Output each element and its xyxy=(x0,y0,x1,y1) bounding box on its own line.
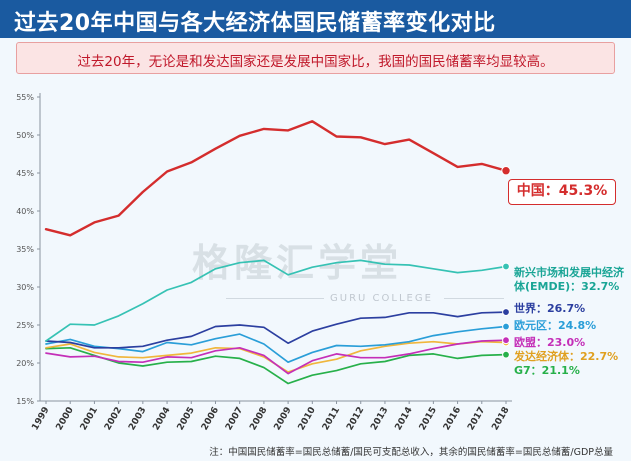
series-endpoint-0 xyxy=(501,166,511,176)
watermark-line-right xyxy=(444,298,504,299)
x-tick-label: 2008 xyxy=(248,406,269,433)
y-tick-label: 35% xyxy=(16,245,34,254)
x-tick-label: 2010 xyxy=(297,406,318,433)
series-line-series-4 xyxy=(45,339,507,375)
page-title: 过去20年中国与各大经济体国民储蓄率变化对比 xyxy=(14,11,496,36)
y-tick-label: 30% xyxy=(16,283,34,292)
title-bar: 过去20年中国与各大经济体国民储蓄率变化对比 xyxy=(0,0,631,38)
x-tick-label: 2001 xyxy=(79,406,100,433)
x-tick-label: 2003 xyxy=(127,406,148,433)
series-line-series-2 xyxy=(45,311,507,349)
series-line-series-5 xyxy=(45,340,507,373)
china-callout: 中国：45.3% xyxy=(508,179,616,205)
x-tick-label: 2017 xyxy=(466,406,487,433)
watermark-line-left xyxy=(226,298,324,299)
x-tick-label: 2014 xyxy=(394,406,415,433)
y-tick-label: 20% xyxy=(16,359,34,368)
world-label: 世界：26.7% xyxy=(514,302,586,315)
y-tick-label: 15% xyxy=(16,397,34,406)
emde-label: 新兴市场和发展中经济体(EMDE)：32.7% xyxy=(514,266,624,293)
watermark-main: 格隆汇学堂 xyxy=(192,241,403,285)
subtitle: 过去20年，无论是和发达国家还是发展中国家比，我国的国民储蓄率均显较高。 xyxy=(77,54,554,70)
g7-label: G7：21.1% xyxy=(514,364,580,377)
series-endpoint-4 xyxy=(502,336,510,345)
x-tick-label: 2018 xyxy=(490,406,511,433)
watermark-sub: GURU COLLEGE xyxy=(330,293,433,304)
advanced-economies-label: 发达经济体：22.7% xyxy=(514,350,619,363)
x-tick-label: 2009 xyxy=(273,406,294,433)
x-tick-label: 2006 xyxy=(200,406,221,433)
axes: 15%20%25%30%35%40%45%50%55%1999 2000 2001 2… xyxy=(16,93,512,432)
y-tick-label: 45% xyxy=(16,169,34,178)
y-tick-label: 50% xyxy=(16,131,34,140)
x-tick-label: 2011 xyxy=(321,406,342,433)
x-tick-label: 2004 xyxy=(151,406,172,433)
series-endpoint-6 xyxy=(502,350,510,359)
series-line-series-1 xyxy=(45,259,507,342)
eu-label: 欧盟：23.0% xyxy=(514,336,586,349)
x-tick-label: 2012 xyxy=(345,406,366,433)
series-layer xyxy=(44,120,511,385)
series-endpoint-1 xyxy=(502,262,510,271)
x-tick-label: 2007 xyxy=(224,406,245,433)
series-line-china xyxy=(44,120,508,237)
series-endpoint-2 xyxy=(502,308,510,316)
series-line-series-6 xyxy=(45,346,507,385)
series-endpoint-3 xyxy=(502,322,510,331)
x-tick-label: 1999 xyxy=(30,406,51,433)
series-line-series-3 xyxy=(45,325,507,364)
y-tick-label: 25% xyxy=(16,321,34,330)
x-tick-label: 2000 xyxy=(55,406,76,433)
x-tick-label: 2013 xyxy=(369,406,390,433)
x-tick-label: 2002 xyxy=(103,406,124,433)
y-tick-label: 55% xyxy=(16,93,34,102)
x-tick-label: 2005 xyxy=(176,406,197,433)
subtitle-box: 过去20年，无论是和发达国家还是发展中国家比，我国的国民储蓄率均显较高。 xyxy=(16,42,615,74)
footnote: 注：中国国民储蓄率=国民总储蓄/国民可支配总收入，其余的国民储蓄率=国民总储蓄/… xyxy=(209,447,613,458)
x-tick-label: 2015 xyxy=(418,406,439,433)
y-tick-label: 40% xyxy=(16,207,34,216)
x-tick-label: 2016 xyxy=(442,406,463,433)
euro-area-label: 欧元区：24.8% xyxy=(514,319,597,332)
